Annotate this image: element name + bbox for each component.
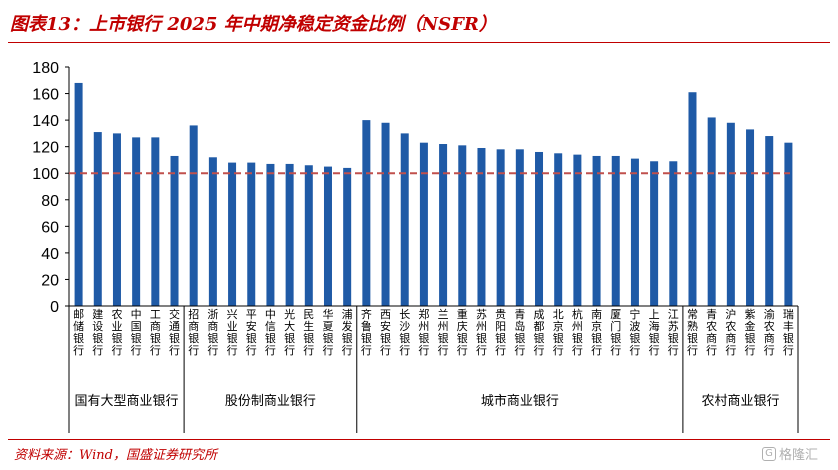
watermark-text: 格隆汇	[779, 448, 819, 463]
category-label: 农业银行	[111, 307, 122, 357]
bar	[400, 133, 409, 306]
bar	[630, 158, 639, 306]
bar	[765, 136, 774, 306]
bar	[151, 137, 160, 306]
category-label: 上海银行	[649, 308, 660, 357]
bar	[266, 163, 275, 306]
bar	[707, 117, 716, 306]
category-label: 兴业银行	[227, 308, 238, 357]
chart-canvas: 0 20 40 60 80 100 120 140 160 180 邮储银行建设银行农业银行中国银行…	[32, 60, 799, 433]
category-label: 渝农商行	[764, 307, 775, 357]
bar	[439, 144, 448, 306]
bar	[343, 167, 352, 306]
category-label: 青岛银行	[514, 308, 525, 357]
bar	[419, 142, 428, 306]
bar	[726, 122, 735, 307]
bar	[170, 155, 179, 306]
category-label: 交通银行	[169, 307, 180, 357]
y-tick-label: 40	[41, 246, 59, 263]
bar	[650, 161, 659, 306]
bar	[74, 82, 83, 306]
bar	[784, 142, 793, 306]
category-label: 江苏银行	[668, 308, 679, 357]
group-label: 国有大型商业银行	[75, 394, 179, 409]
group-label: 股份制商业银行	[225, 394, 316, 409]
category-label: 华夏银行	[322, 307, 333, 357]
bar	[496, 149, 505, 306]
chart-title: 图表13：上市银行 2025 年中期净稳定资金比例（NSFR）	[10, 14, 497, 35]
bar	[304, 165, 313, 306]
y-tick-label: 60	[41, 219, 59, 236]
y-tick-label: 140	[32, 113, 59, 130]
bar	[362, 120, 371, 306]
category-label: 中国银行	[131, 308, 142, 357]
title-divider	[8, 42, 830, 43]
category-label: 长沙银行	[399, 308, 410, 357]
bar	[285, 163, 294, 306]
source-note: 资料来源：Wind，国盛证券研究所	[14, 448, 217, 463]
category-label: 苏州银行	[476, 308, 487, 357]
bar	[669, 161, 678, 306]
category-label: 沪农商行	[725, 307, 736, 357]
category-label: 北京银行	[553, 308, 564, 357]
bar	[611, 155, 620, 306]
category-label: 宁波银行	[629, 307, 640, 357]
y-tick-label: 160	[32, 87, 59, 104]
y-tick-label: 0	[50, 299, 59, 316]
category-label: 瑞丰银行	[783, 307, 794, 357]
category-label: 建设银行	[92, 307, 103, 357]
bar	[592, 155, 601, 306]
bar	[132, 137, 141, 306]
y-tick-label: 80	[41, 193, 59, 210]
category-label: 杭州银行	[572, 307, 583, 357]
category-label: 邮储银行	[73, 308, 84, 357]
group-label: 城市商业银行	[481, 393, 559, 409]
category-label: 平安银行	[246, 308, 257, 357]
category-label: 民生银行	[303, 308, 314, 357]
category-label: 紫金银行	[745, 308, 756, 357]
bar	[247, 162, 256, 306]
category-label: 郑州银行	[418, 307, 429, 357]
category-label: 光大银行	[284, 307, 295, 357]
category-label: 浦发银行	[342, 308, 353, 357]
category-label: 厦门银行	[610, 308, 621, 357]
category-label: 西安银行	[380, 308, 391, 357]
bar	[688, 92, 697, 306]
bar	[381, 122, 390, 307]
category-label: 重庆银行	[457, 307, 468, 357]
category-label: 青农商行	[706, 308, 717, 357]
watermark-logo-icon: G	[762, 446, 776, 461]
category-label: 成都银行	[534, 308, 545, 357]
category-label: 常熟银行	[687, 308, 698, 357]
category-label: 南京银行	[591, 308, 602, 357]
y-tick-label: 100	[32, 166, 59, 183]
category-label: 工商银行	[150, 308, 161, 357]
bar	[573, 154, 582, 306]
bar	[554, 153, 563, 306]
bar	[746, 129, 755, 306]
bar	[93, 132, 102, 306]
bar	[228, 162, 237, 306]
category-label: 兰州银行	[438, 308, 449, 357]
bar	[323, 166, 332, 306]
category-label: 贵阳银行	[495, 308, 506, 357]
category-label: 浙商银行	[207, 308, 218, 357]
category-label: 招商银行	[188, 307, 199, 357]
bar	[208, 157, 217, 306]
y-tick-label: 20	[41, 272, 59, 289]
bar	[189, 125, 198, 306]
watermark: G 格隆汇	[762, 444, 818, 463]
bar	[477, 147, 486, 306]
group-label: 农村商业银行	[701, 394, 779, 409]
footer-divider	[8, 439, 830, 440]
y-tick-label: 180	[32, 60, 59, 77]
y-tick-label: 120	[32, 140, 59, 157]
bar	[515, 149, 524, 306]
bar	[458, 145, 467, 306]
category-label: 中信银行	[265, 308, 276, 357]
bar	[535, 151, 544, 306]
bar	[112, 133, 121, 306]
category-label: 齐鲁银行	[361, 307, 372, 357]
